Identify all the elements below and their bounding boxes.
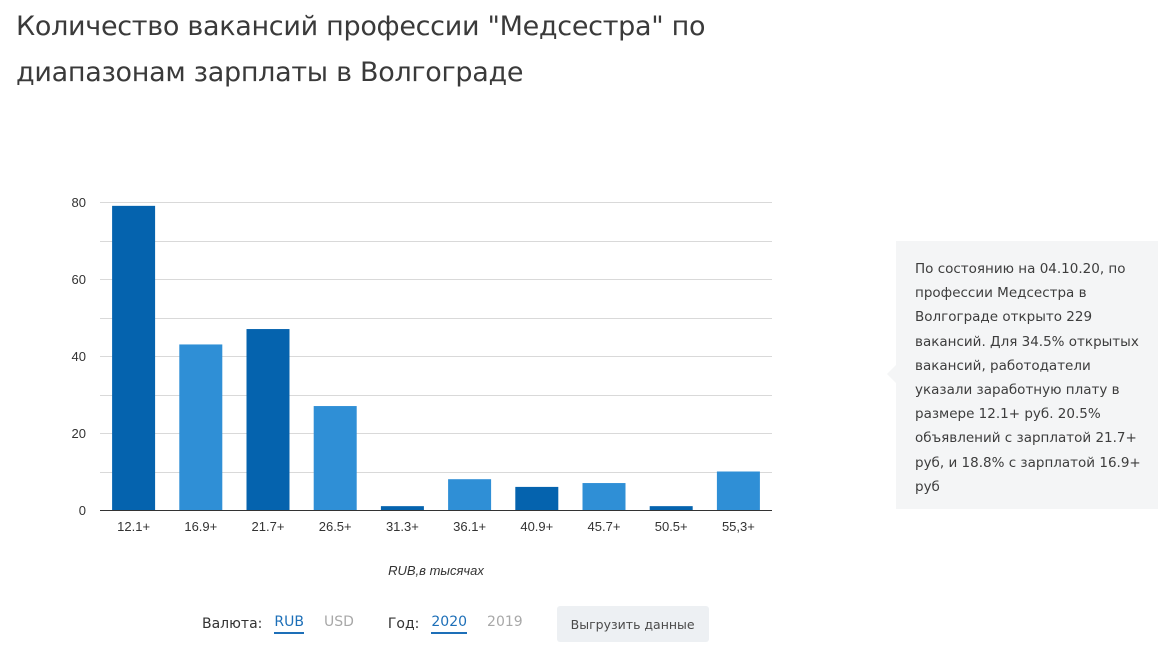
bar-45.7+[interactable] — [582, 483, 626, 510]
x-tick-label: 12.1+ — [117, 519, 150, 534]
salary-bar-chart: 0 20 40 60 80 12.1+ 16.9+ 21.7+ 26.5+ 31.3+ 36.1+… — [72, 195, 772, 578]
x-tick-label: 21.7+ — [252, 519, 285, 534]
y-tick-label: 0 — [79, 503, 86, 518]
bar-12.1+[interactable] — [112, 205, 156, 510]
bar-36.1+[interactable] — [448, 479, 492, 510]
bar-55,3+[interactable] — [716, 471, 760, 511]
y-tick-label: 20 — [72, 426, 86, 441]
bar-26.5+[interactable] — [313, 406, 357, 510]
bar-21.7+[interactable] — [246, 329, 290, 510]
currency-option-usd[interactable]: USD — [323, 614, 354, 630]
summary-box: По состоянию на 04.10.20, по профессии М… — [887, 241, 1158, 509]
bar-50.5+[interactable] — [649, 506, 693, 510]
bar-16.9+[interactable] — [179, 344, 223, 510]
bar-40.9+[interactable] — [515, 486, 559, 510]
chart-controls: Валюта: RUB USD Год: 2020 2019 Выгрузить… — [202, 606, 709, 642]
year-label: Год: — [387, 616, 420, 632]
chart-bars — [112, 205, 760, 511]
y-tick-label: 40 — [72, 349, 86, 364]
summary-text: По состоянию на 04.10.20, по профессии М… — [915, 261, 1141, 495]
x-axis: 12.1+ 16.9+ 21.7+ 26.5+ 31.3+ 36.1+ 40.9+ 45.7+… — [100, 510, 772, 534]
x-tick-label: 31.3+ — [386, 519, 419, 534]
x-tick-label: 36.1+ — [453, 519, 486, 534]
x-axis-label: RUB,в тысячах — [388, 563, 484, 578]
year-option-2020[interactable]: 2020 — [431, 614, 468, 634]
x-tick-label: 55,3+ — [722, 519, 755, 534]
x-tick-label: 16.9+ — [184, 519, 217, 534]
bar-31.3+[interactable] — [380, 506, 424, 510]
export-data-button[interactable]: Выгрузить данные — [556, 606, 709, 642]
y-axis: 0 20 40 60 80 — [72, 195, 86, 518]
page-title: Количество вакансий профессии "Медсестра… — [16, 11, 706, 88]
y-tick-label: 60 — [72, 272, 86, 287]
currency-option-rub[interactable]: RUB — [274, 614, 304, 634]
y-tick-label: 80 — [72, 195, 86, 210]
year-option-2019[interactable]: 2019 — [487, 614, 523, 630]
x-tick-label: 45.7+ — [588, 519, 621, 534]
currency-label: Валюта: — [202, 616, 263, 632]
x-tick-label: 26.5+ — [319, 519, 352, 534]
x-tick-label: 40.9+ — [520, 519, 553, 534]
x-tick-label: 50.5+ — [655, 519, 688, 534]
